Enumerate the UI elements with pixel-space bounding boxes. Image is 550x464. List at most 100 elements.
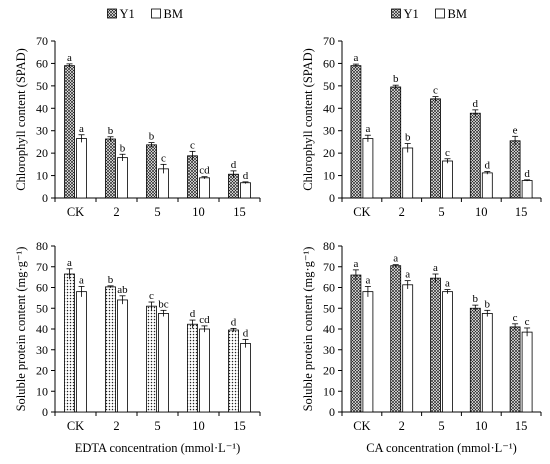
significance-label: d — [243, 327, 249, 339]
bar-y1 — [105, 138, 116, 199]
y-tick-label: 70 — [323, 34, 335, 48]
bar-y1 — [146, 305, 157, 413]
significance-label: d — [231, 316, 237, 328]
significance-label: c — [161, 152, 166, 164]
legend-label-y1: Y1 — [120, 7, 135, 21]
significance-label: d — [473, 98, 479, 110]
bar-y1 — [430, 277, 441, 413]
legend: Y1 BM — [391, 7, 467, 21]
bar-bm — [521, 180, 533, 199]
y-tick-label: 80 — [323, 239, 335, 253]
x-tick-label: 15 — [515, 419, 528, 433]
significance-label: b — [108, 274, 114, 286]
y-tick-label: 10 — [323, 169, 335, 183]
significance-label: cd — [199, 165, 210, 177]
significance-label: a — [353, 258, 358, 270]
bar-y1 — [228, 173, 239, 199]
significance-label: c — [513, 312, 518, 324]
y-axis-title: Soluble protein content (mg·g⁻¹) — [301, 247, 315, 412]
bar-y1 — [228, 329, 239, 413]
x-axis-title: CA concentration (mmol·L⁻¹) — [366, 441, 517, 455]
bar-y1 — [390, 265, 402, 413]
x-tick-label: CK — [67, 205, 84, 219]
y-tick-label: 70 — [36, 260, 48, 274]
y-tick-label: 20 — [36, 364, 48, 378]
y-axis-title: Soluble protein content (mg·g⁻¹) — [14, 247, 28, 412]
chart-panel-2: 0 10 20 30 40 50 60 70 a a CK b b 2 c c 5 d d 10 e d 15 Chlorop… — [301, 7, 542, 219]
bar-bm — [521, 331, 533, 413]
significance-label: a — [67, 52, 72, 64]
x-tick-label: 15 — [233, 419, 246, 433]
x-tick-label: 5 — [154, 205, 160, 219]
legend-swatch-y1 — [107, 8, 117, 19]
legend-swatch-bm — [435, 8, 445, 19]
y-tick-label: 0 — [329, 191, 335, 205]
significance-label: b — [485, 298, 491, 310]
bar-y1 — [430, 98, 441, 199]
y-tick-label: 60 — [323, 56, 335, 70]
y-tick-label: 70 — [36, 34, 48, 48]
significance-label: a — [67, 257, 72, 269]
significance-label: c — [149, 290, 154, 302]
significance-label: c — [433, 85, 438, 97]
x-axis-title: EDTA concentration (mmol·L⁻¹) — [75, 441, 241, 455]
significance-label: d — [190, 308, 196, 320]
significance-label: b — [108, 125, 114, 137]
y-tick-label: 20 — [36, 146, 48, 160]
bar-bm — [199, 328, 210, 413]
y-tick-label: 50 — [36, 301, 48, 315]
significance-label: d — [231, 159, 237, 171]
y-tick-label: 30 — [323, 124, 335, 138]
bar-bm — [117, 157, 128, 199]
significance-label: c — [445, 147, 450, 159]
y-tick-label: 20 — [323, 146, 335, 160]
significance-label: a — [393, 253, 398, 265]
x-tick-label: 15 — [515, 205, 528, 219]
x-tick-label: 2 — [399, 419, 405, 433]
x-tick-label: 5 — [154, 419, 160, 433]
bar-bm — [158, 313, 169, 413]
bar-y1 — [469, 307, 481, 413]
bar-y1 — [390, 86, 402, 199]
significance-label: d — [243, 170, 249, 182]
bar-y1 — [64, 273, 75, 413]
x-tick-label: CK — [353, 205, 370, 219]
y-tick-label: 10 — [36, 169, 48, 183]
y-axis-title: Chlorophyll content (SPAD) — [301, 48, 315, 191]
significance-label: a — [365, 274, 370, 286]
bar-bm — [76, 291, 87, 413]
bar-bm — [362, 291, 374, 413]
bar-bm — [362, 138, 374, 199]
significance-label: a — [353, 52, 358, 64]
bar-y1 — [350, 274, 362, 413]
x-tick-label: CK — [67, 419, 84, 433]
x-tick-label: 2 — [113, 419, 119, 433]
bar-bm — [240, 343, 251, 413]
y-axis-title: Chlorophyll content (SPAD) — [14, 48, 28, 191]
y-tick-label: 40 — [323, 322, 335, 336]
bar-y1 — [187, 323, 198, 413]
x-tick-label: 2 — [113, 205, 119, 219]
y-tick-label: 10 — [36, 384, 48, 398]
significance-label: b — [120, 142, 126, 154]
bar-y1 — [350, 65, 362, 199]
significance-label: a — [365, 123, 370, 135]
bar-y1 — [105, 286, 116, 413]
significance-label: cd — [199, 314, 210, 326]
y-tick-label: 30 — [36, 124, 48, 138]
bar-bm — [481, 172, 493, 199]
y-tick-label: 40 — [323, 101, 335, 115]
y-tick-label: 50 — [323, 301, 335, 315]
significance-label: a — [79, 123, 84, 135]
bar-y1 — [509, 140, 521, 199]
legend: Y1 BM — [107, 7, 183, 21]
x-tick-label: CK — [353, 419, 370, 433]
bar-bm — [481, 313, 493, 413]
significance-label: ab — [117, 284, 128, 296]
significance-label: a — [445, 278, 450, 290]
significance-label: bc — [158, 298, 169, 310]
y-tick-label: 50 — [36, 79, 48, 93]
y-tick-label: 60 — [36, 281, 48, 295]
